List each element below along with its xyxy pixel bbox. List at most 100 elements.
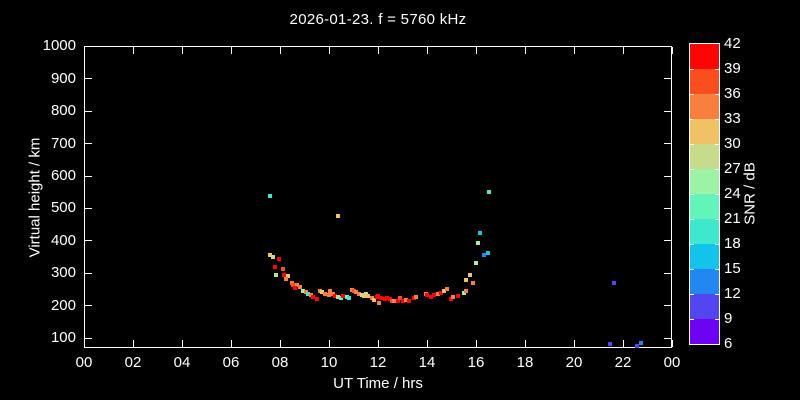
data-point <box>435 291 440 296</box>
colorbar-notch <box>690 219 694 220</box>
colorbar-segment <box>690 169 719 194</box>
data-point <box>407 299 412 304</box>
data-point <box>270 255 275 259</box>
x-tick-bottom <box>573 340 575 347</box>
colorbar-segment <box>690 269 719 294</box>
data-point <box>305 291 310 296</box>
y-tick-right <box>664 240 671 242</box>
x-tick-label: 00 <box>663 354 681 371</box>
colorbar-notch <box>715 194 719 195</box>
chart-title: 2026-01-23. f = 5760 kHz <box>289 11 467 28</box>
x-tick-bottom <box>279 340 281 347</box>
x-tick-top <box>622 47 624 54</box>
y-tick-right <box>664 207 671 209</box>
colorbar-segment <box>690 69 719 94</box>
data-point <box>487 189 492 194</box>
y-tick-right <box>664 175 671 177</box>
y-tick-left <box>85 78 92 80</box>
colorbar-notch <box>690 94 694 95</box>
x-tick-top <box>328 47 330 54</box>
colorbar-segment <box>690 144 719 169</box>
colorbar-segment <box>690 119 719 144</box>
data-point <box>310 294 315 299</box>
x-tick-label: 00 <box>75 354 93 371</box>
colorbar-tick-label: 12 <box>724 285 741 302</box>
x-tick-top <box>426 47 428 54</box>
x-tick-bottom <box>181 340 183 347</box>
data-point <box>300 289 305 294</box>
data-point <box>395 299 400 304</box>
x-tick-top <box>83 47 85 54</box>
data-point <box>356 291 361 296</box>
x-tick-top <box>573 47 575 54</box>
x-tick-bottom <box>230 340 232 347</box>
y-tick-left <box>85 272 92 274</box>
data-point <box>332 293 337 298</box>
data-point <box>297 285 302 290</box>
colorbar-tick-label: 9 <box>724 310 733 327</box>
x-tick-top <box>475 47 477 54</box>
y-tick-label: 400 <box>50 231 76 249</box>
colorbar-notch <box>715 94 719 95</box>
data-point <box>294 282 299 287</box>
y-tick-label: 900 <box>50 69 76 87</box>
x-tick-label: 12 <box>369 354 387 371</box>
data-point <box>335 213 340 218</box>
data-point <box>366 293 371 298</box>
x-tick-bottom <box>328 340 330 347</box>
data-point <box>280 266 285 271</box>
y-tick-right <box>664 272 671 274</box>
colorbar-notch <box>690 269 694 270</box>
data-point <box>371 298 376 303</box>
x-tick-label: 16 <box>467 354 485 371</box>
x-axis-title: UT Time / hrs <box>333 375 423 392</box>
data-point <box>451 294 456 299</box>
data-point <box>425 292 430 297</box>
data-point <box>474 261 479 266</box>
colorbar-tick-label: 33 <box>724 110 741 127</box>
data-point <box>442 289 447 294</box>
data-point <box>338 296 343 301</box>
y-tick-left <box>85 110 92 112</box>
colorbar-segment <box>690 219 719 244</box>
colorbar-segment <box>690 194 719 219</box>
colorbar <box>689 43 720 345</box>
data-point <box>397 296 402 301</box>
colorbar-notch <box>715 319 719 320</box>
x-tick-label: 08 <box>271 354 289 371</box>
data-point <box>639 341 644 346</box>
x-tick-label: 06 <box>222 354 240 371</box>
data-point <box>478 231 483 236</box>
data-point <box>335 294 340 299</box>
colorbar-notch <box>690 144 694 145</box>
y-tick-right <box>664 305 671 307</box>
data-point <box>326 292 331 297</box>
data-point <box>456 293 461 298</box>
y-tick-left <box>85 337 92 339</box>
colorbar-notch <box>715 169 719 170</box>
x-tick-label: 18 <box>516 354 534 371</box>
data-point <box>608 342 612 347</box>
x-tick-bottom <box>377 340 379 347</box>
data-point <box>272 265 277 270</box>
colorbar-notch <box>715 119 719 120</box>
x-tick-top <box>377 47 379 54</box>
data-point <box>346 296 351 301</box>
colorbar-tick-label: 39 <box>724 60 741 77</box>
data-point <box>612 280 617 285</box>
colorbar-tick-label: 36 <box>724 85 741 102</box>
y-tick-left <box>85 207 92 209</box>
colorbar-tick-label: 30 <box>724 135 741 152</box>
y-tick-label: 300 <box>50 264 76 282</box>
y-tick-left <box>85 305 92 307</box>
data-point <box>283 277 288 282</box>
y-tick-left <box>85 45 92 47</box>
colorbar-notch <box>690 244 694 245</box>
data-point <box>377 301 382 305</box>
data-point <box>376 293 381 298</box>
data-point <box>273 273 278 278</box>
data-point <box>281 273 286 278</box>
data-point <box>404 298 409 303</box>
colorbar-segment <box>690 44 719 69</box>
